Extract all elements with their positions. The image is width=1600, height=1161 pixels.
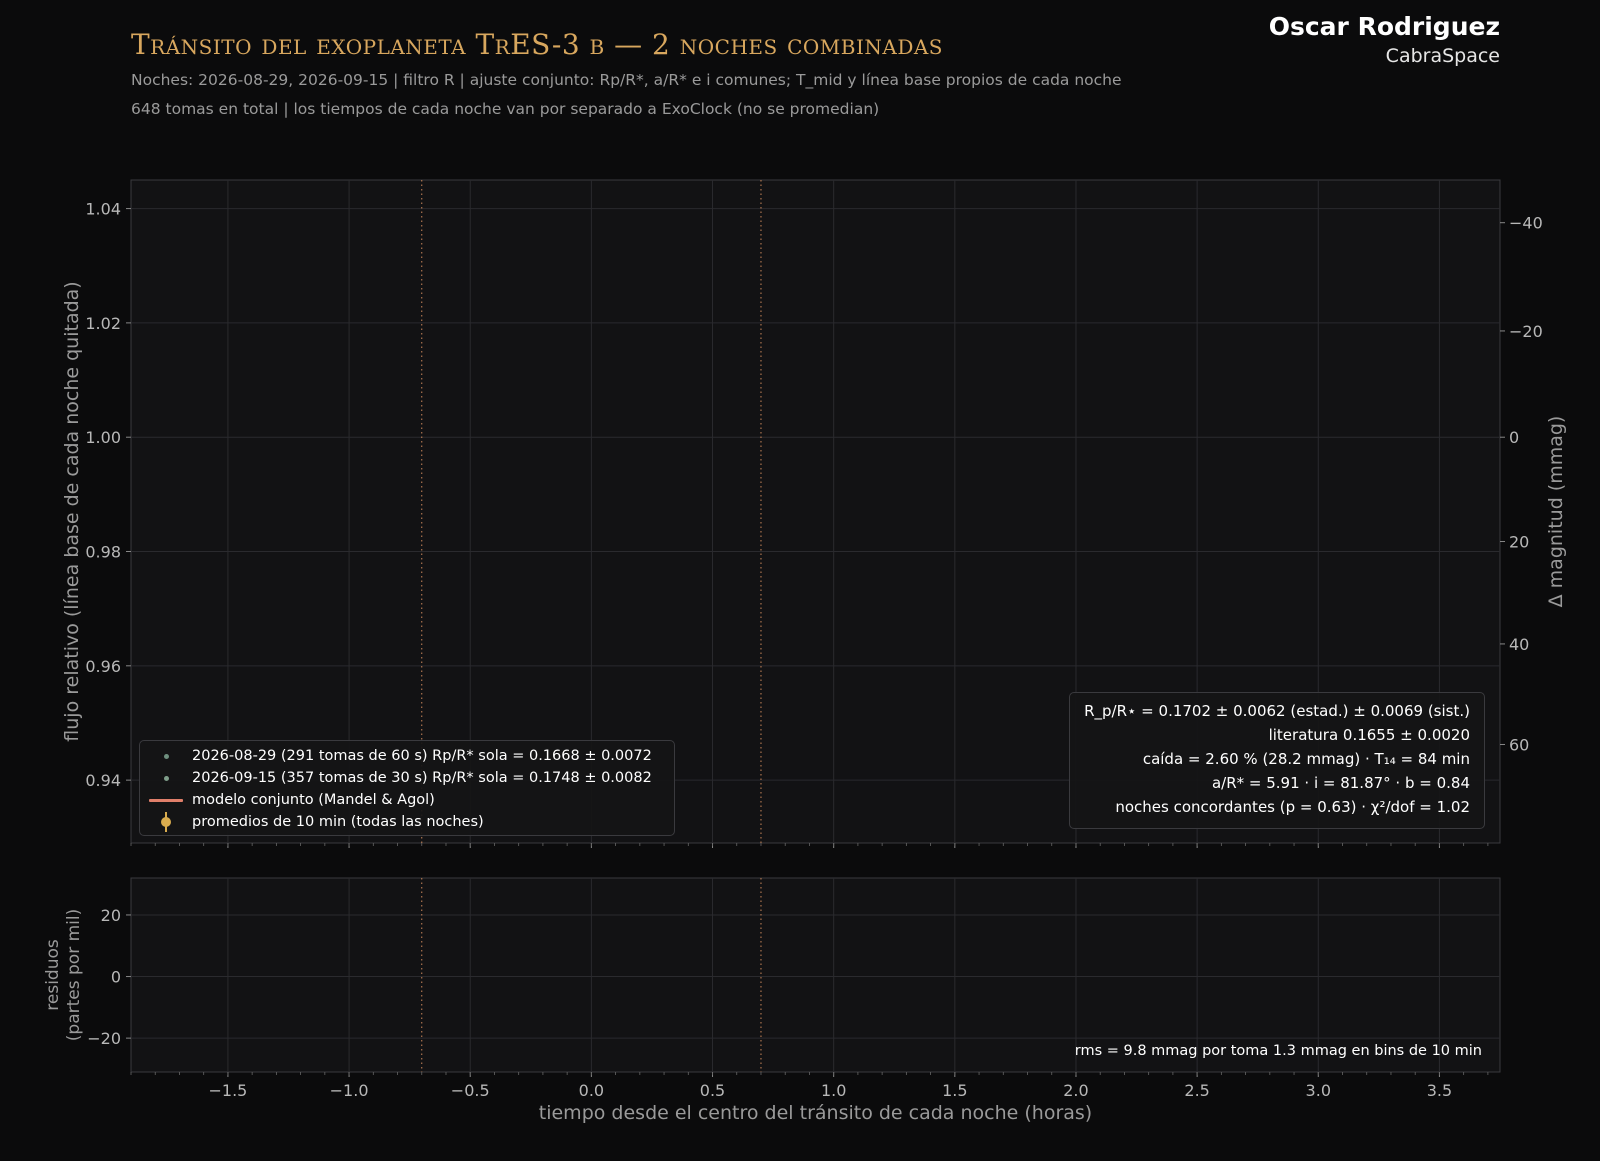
stat-literature: literatura 0.1655 ± 0.0020 xyxy=(1268,726,1470,744)
y-tick-label: 0.96 xyxy=(85,657,121,676)
x-tick-label: 3.5 xyxy=(1427,1081,1452,1100)
chart-subtitle-2: 648 tomas en total | los tiempos de cada… xyxy=(131,100,880,118)
y-axis-label: flujo relativo (línea base de cada noche… xyxy=(61,281,83,741)
legend-label-bins: promedios de 10 min (todas las noches) xyxy=(192,814,484,830)
y-right-tick-label: 40 xyxy=(1509,635,1529,654)
residual-y-axis-label-line: residuos xyxy=(43,939,63,1011)
axes: −1.5 −1.0 −0.5 0.0 0.5 1.0 1.5 2.0 2.5 3.0 3.5 0.94… xyxy=(43,179,1567,1124)
bin-marker-icon xyxy=(161,812,171,832)
night1-marker-icon xyxy=(163,753,169,759)
y-tick-label: 1.04 xyxy=(85,200,121,219)
author-block: Oscar Rodriguez CabraSpace xyxy=(1269,12,1500,67)
stat-geometry: a/R* = 5.91 · i = 81.87° · b = 0.84 xyxy=(1211,774,1470,792)
x-tick-label: 3.0 xyxy=(1306,1081,1331,1100)
res-y-tick-label: 0 xyxy=(111,968,121,987)
x-tick-label: 1.0 xyxy=(821,1081,846,1100)
residual-plot-area xyxy=(130,877,1501,1073)
residual-y-axis-label: residuos(partes por mil) xyxy=(43,909,84,1041)
author-org: CabraSpace xyxy=(1385,45,1500,67)
x-tick-label: −1.0 xyxy=(330,1081,369,1100)
x-tick-label: −0.5 xyxy=(451,1081,490,1100)
legend-item-night2: 2026-09-15 (357 tomas de 30 s) Rp/R* sol… xyxy=(140,767,674,789)
res-y-tick-label: 20 xyxy=(101,906,121,925)
legend-item-night1: 2026-08-29 (291 tomas de 60 s) Rp/R* sol… xyxy=(140,745,674,767)
y-tick-label: 1.02 xyxy=(85,314,121,333)
legend-item-bins: promedios de 10 min (todas las noches) xyxy=(140,811,674,833)
x-tick-label: 1.5 xyxy=(942,1081,967,1100)
y-right-tick-label: 60 xyxy=(1509,735,1529,754)
y-tick-label: 0.98 xyxy=(85,543,121,562)
stat-depth-duration: caída = 2.60 % (28.2 mmag) · T₁₄ = 84 mi… xyxy=(1142,750,1470,768)
night2-marker-icon xyxy=(163,775,169,781)
legend-label-night2: 2026-09-15 (357 tomas de 30 s) Rp/R* sol… xyxy=(192,770,652,786)
stat-rp-rs: R_p/R⋆ = 0.1702 ± 0.0062 (estad.) ± 0.00… xyxy=(1084,702,1470,720)
legend-item-model: modelo conjunto (Mandel & Agol) xyxy=(140,789,674,811)
author-name: Oscar Rodriguez xyxy=(1268,12,1500,41)
stat-consistency: noches concordantes (p = 0.63) · χ²/dof … xyxy=(1115,798,1470,816)
x-tick-label: −1.5 xyxy=(208,1081,247,1100)
residual-y-axis-label-line: (partes por mil) xyxy=(64,909,84,1041)
y-right-tick-label: 0 xyxy=(1509,428,1519,447)
chart-title: Tránsito del exoplaneta TrES-3 b — 2 noc… xyxy=(131,28,943,61)
x-axis-label: tiempo desde el centro del tránsito de c… xyxy=(539,1102,1092,1124)
y-tick-label: 0.94 xyxy=(85,771,121,790)
y-right-tick-label: −20 xyxy=(1509,322,1543,341)
y-right-tick-label: 20 xyxy=(1509,533,1529,552)
x-tick-label: 0.5 xyxy=(700,1081,725,1100)
residual-rms-note: rms = 9.8 mmag por toma 1.3 mmag en bins… xyxy=(1074,1043,1482,1059)
x-tick-label: 2.0 xyxy=(1063,1081,1088,1100)
x-tick-label: 0.0 xyxy=(579,1081,604,1100)
res-y-tick-label: −20 xyxy=(87,1029,121,1048)
legend: 2026-08-29 (291 tomas de 60 s) Rp/R* sol… xyxy=(139,740,675,836)
legend-label-night1: 2026-08-29 (291 tomas de 60 s) Rp/R* sol… xyxy=(192,748,652,764)
legend-label-model: modelo conjunto (Mandel & Agol) xyxy=(192,792,435,808)
y-right-axis-label: Δ magnitud (mmag) xyxy=(1545,416,1567,608)
y-right-tick-label: −40 xyxy=(1509,214,1543,233)
model-line-icon xyxy=(149,798,183,802)
fit-results-box: R_p/R⋆ = 0.1702 ± 0.0062 (estad.) ± 0.00… xyxy=(1069,692,1485,829)
x-tick-label: 2.5 xyxy=(1184,1081,1209,1100)
chart-subtitle-1: Noches: 2026-08-29, 2026-09-15 | filtro … xyxy=(131,71,1122,89)
y-tick-label: 1.00 xyxy=(85,428,121,447)
